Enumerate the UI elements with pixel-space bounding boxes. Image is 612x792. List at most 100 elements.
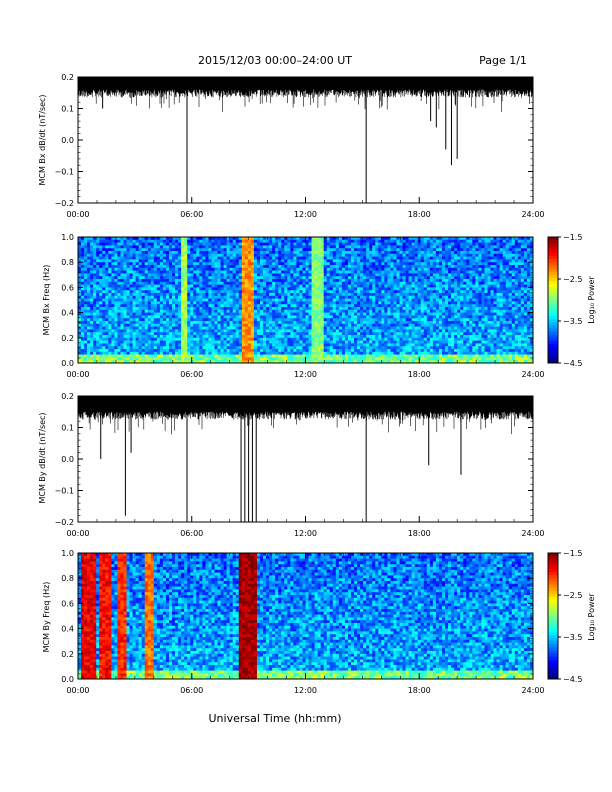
bx-spectrogram-cell (381, 284, 385, 288)
bx-spectrogram-cell (357, 242, 361, 246)
bx-spectrogram-cell (275, 326, 279, 330)
bx-spectrogram-cell (153, 284, 158, 288)
bx-spectrogram-cell (175, 262, 179, 266)
bx-spectrogram-cell (387, 349, 391, 353)
bx-spectrogram-cell (135, 281, 139, 285)
bx-spectrogram-cell (311, 284, 315, 288)
bx-spectrogram-cell (93, 354, 97, 358)
bx-spectrogram-cell (114, 270, 118, 274)
bx-spectrogram-cell (156, 251, 161, 255)
bx-spectrogram-cell (360, 351, 364, 355)
bx-spectrogram-cell (360, 276, 364, 280)
bx-spectrogram-cell (147, 251, 152, 255)
bx-spectrogram-cell (199, 337, 203, 341)
bx-spectrogram-cell (153, 346, 158, 350)
bx-spectrogram-cell (305, 332, 309, 336)
bx-spectrogram-cell (199, 284, 203, 288)
bx-spectrogram-cell (366, 270, 370, 274)
bx-spectrogram-cell (190, 312, 194, 316)
bx-spectrogram-cell (332, 256, 337, 260)
bx-spectrogram-cell (111, 276, 115, 280)
bx-spectrogram-cell (363, 262, 367, 266)
bx-spectrogram-cell (120, 354, 124, 358)
bx-spectrogram-cell (169, 281, 173, 285)
bx-spectrogram-cell (305, 276, 309, 280)
bx-dbdt-ytick-label: 0.0 (61, 136, 74, 145)
bx-spectrogram-cell (232, 262, 237, 266)
bx-spectrogram-cell (263, 281, 267, 285)
bx-spectrogram-cell (247, 237, 252, 241)
bx-spectrogram-cell (181, 332, 185, 336)
bx-spectrogram-cell (208, 357, 212, 361)
bx-spectrogram-cell (90, 323, 94, 327)
bx-spectrogram-cell (263, 349, 267, 353)
bx-spectrogram-cell (405, 259, 409, 263)
bx-spectrogram-cell (266, 273, 270, 277)
bx-spectrogram-cell (202, 312, 206, 316)
bx-spectrogram-cell (320, 287, 324, 291)
bx-spectrogram-cell (308, 245, 312, 249)
bx-spectrogram-cell (187, 262, 191, 266)
bx-spectrogram-cell (120, 281, 124, 285)
bx-spectrogram-cell (129, 307, 133, 311)
bx-spectrogram-cell (223, 321, 227, 325)
bx-spectrogram-cell (178, 262, 182, 266)
bx-spectrogram-cell (147, 273, 152, 277)
bx-spectrogram-cell (275, 298, 279, 302)
bx-spectrogram-cell (250, 315, 255, 319)
bx-spectrogram-cell (329, 248, 334, 252)
bx-spectrogram-cell (162, 293, 167, 297)
bx-spectrogram-cell (372, 276, 376, 280)
bx-spectrogram-cell (90, 337, 94, 341)
bx-spectrogram-cell (202, 284, 206, 288)
bx-spectrogram-cell (326, 259, 331, 263)
bx-spectrogram-cell (332, 265, 337, 269)
bx-spectrogram-cell (156, 295, 161, 299)
bx-spectrogram-cell (390, 270, 394, 274)
bx-spectrogram-cell (153, 273, 158, 277)
bx-spectrogram-cell (253, 349, 258, 353)
bx-spectrogram-cell (193, 354, 197, 358)
bx-spectrogram-cell (120, 293, 124, 297)
bx-spectrogram-cell (153, 337, 158, 341)
bx-spectrogram-cell (308, 349, 312, 353)
bx-spectrogram-cell (99, 326, 103, 330)
bx-spectrogram-cell (366, 237, 370, 241)
bx-spectrogram-cell (335, 242, 340, 246)
bx-spectrogram-cell (187, 349, 191, 353)
bx-spectrogram-cell (178, 301, 182, 305)
bx-spectrogram-cell (147, 301, 152, 305)
bx-spectrogram-cell (278, 343, 282, 347)
bx-spectrogram-cell (272, 354, 276, 358)
bx-spectrogram-cell (187, 295, 191, 299)
bx-spectrogram-cell (181, 287, 185, 291)
bx-spectrogram-cell (284, 248, 288, 252)
bx-spectrogram-cell (305, 279, 309, 283)
bx-spectrogram-cell (317, 281, 321, 285)
bx-spectrogram-cell (314, 262, 318, 266)
bx-spectrogram-cell (187, 340, 191, 344)
bx-spectrogram-cell (90, 237, 94, 241)
bx-spectrogram-cell (132, 360, 136, 364)
bx-spectrogram-cell (205, 265, 209, 269)
bx-spectrogram-cell (247, 259, 252, 263)
bx-spectrogram-cell (366, 307, 370, 311)
bx-spectrogram-cell (299, 239, 303, 243)
bx-spectrogram-cell (172, 281, 176, 285)
bx-spectrogram-cell (357, 239, 361, 243)
bx-spectrogram-cell (250, 340, 255, 344)
bx-dbdt-xtick-label: 24:00 (521, 210, 544, 219)
bx-spectrogram-cell (162, 259, 167, 263)
bx-spectrogram-cell (181, 337, 185, 341)
bx-spectrogram-cell (223, 251, 227, 255)
bx-spectrogram-cell (111, 239, 115, 243)
bx-spectrogram-cell (293, 265, 297, 269)
bx-spectrogram-cell (108, 304, 112, 308)
bx-spectrogram-cell (284, 315, 288, 319)
bx-spectrogram-cell (111, 248, 115, 252)
bx-spectrogram-cell (396, 287, 400, 291)
bx-spectrogram-cell (332, 318, 337, 322)
bx-spectrogram-cell (159, 346, 164, 350)
bx-spectrogram-cell (378, 335, 382, 339)
